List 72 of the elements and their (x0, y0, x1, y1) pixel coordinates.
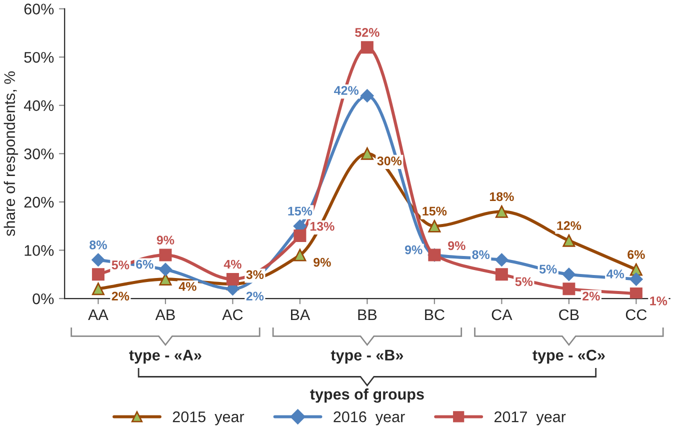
data-label: 9% (448, 241, 466, 250)
point (360, 147, 374, 160)
point (562, 234, 576, 247)
point (428, 220, 441, 232)
point (562, 282, 576, 296)
data-label: 42% (334, 86, 359, 95)
point (360, 89, 374, 102)
data-label: 2% (112, 292, 130, 301)
x-tick-label: BB (358, 310, 377, 320)
x-tick-label: AB (155, 310, 175, 320)
data-label: 6% (136, 260, 154, 269)
legend-label: 2017 year (494, 411, 566, 426)
point (92, 282, 104, 296)
data-label: 30% (377, 156, 402, 166)
point (159, 248, 172, 262)
y-tick-label: 30% (24, 148, 54, 160)
point (495, 253, 508, 266)
point (495, 205, 508, 218)
data-label: 3% (246, 270, 264, 280)
y-tick-label: 40% (24, 100, 54, 112)
x-tick-label: CB (559, 309, 579, 320)
y-tick-label: 10% (24, 245, 54, 256)
y-axis-title: share of respondents, % (4, 71, 18, 236)
x-tick-label: CC (626, 309, 647, 320)
x-tick-label: AA (88, 310, 108, 320)
data-label: 8% (90, 240, 107, 250)
point (360, 41, 374, 54)
y-tick-label: 20% (24, 196, 54, 208)
point (630, 263, 642, 276)
text: type - «A» (129, 350, 202, 364)
point (294, 229, 306, 242)
data-label: 9% (405, 245, 422, 254)
data-label: 15% (422, 206, 447, 216)
data-label: 52% (355, 28, 380, 37)
y-tick-label: 50% (24, 52, 54, 63)
data-label: 8% (472, 250, 490, 260)
data-label: 4% (224, 260, 242, 269)
y-tick-label: 0% (32, 293, 54, 304)
data-label: 4% (606, 270, 624, 278)
point (294, 248, 306, 262)
point (158, 262, 172, 276)
data-label: 12% (557, 221, 582, 230)
y-tick-label: 60% (24, 4, 54, 14)
point (495, 268, 508, 281)
data-label: 4% (178, 282, 196, 291)
data-label: 5% (112, 260, 130, 270)
x-tick-label: CA (492, 309, 512, 320)
text: types of groups (310, 388, 424, 403)
point (562, 268, 576, 281)
data-label: 2% (246, 292, 264, 301)
point (630, 287, 642, 299)
point (92, 253, 105, 266)
text: type - «B» (330, 350, 404, 364)
data-label: 6% (628, 250, 645, 260)
x-tick-label: BA (291, 310, 310, 320)
data-label: 1% (650, 296, 668, 306)
data-label: 18% (490, 192, 514, 202)
point (630, 272, 643, 286)
x-tick-label: BC (425, 309, 444, 320)
data-label: 2% (582, 292, 600, 301)
x-tick-label: AC (222, 309, 243, 320)
data-label: 9% (314, 258, 331, 267)
data-label: 15% (288, 206, 312, 216)
data-label: 13% (310, 222, 334, 231)
data-label: 5% (515, 277, 533, 286)
point (226, 272, 239, 286)
legend-label: 2016 year (334, 411, 405, 426)
text: type - «C» (532, 350, 605, 364)
point (92, 268, 104, 281)
data-label: 9% (156, 236, 174, 245)
data-label: 5% (539, 264, 557, 274)
legend-label: 2015 year (172, 411, 244, 426)
